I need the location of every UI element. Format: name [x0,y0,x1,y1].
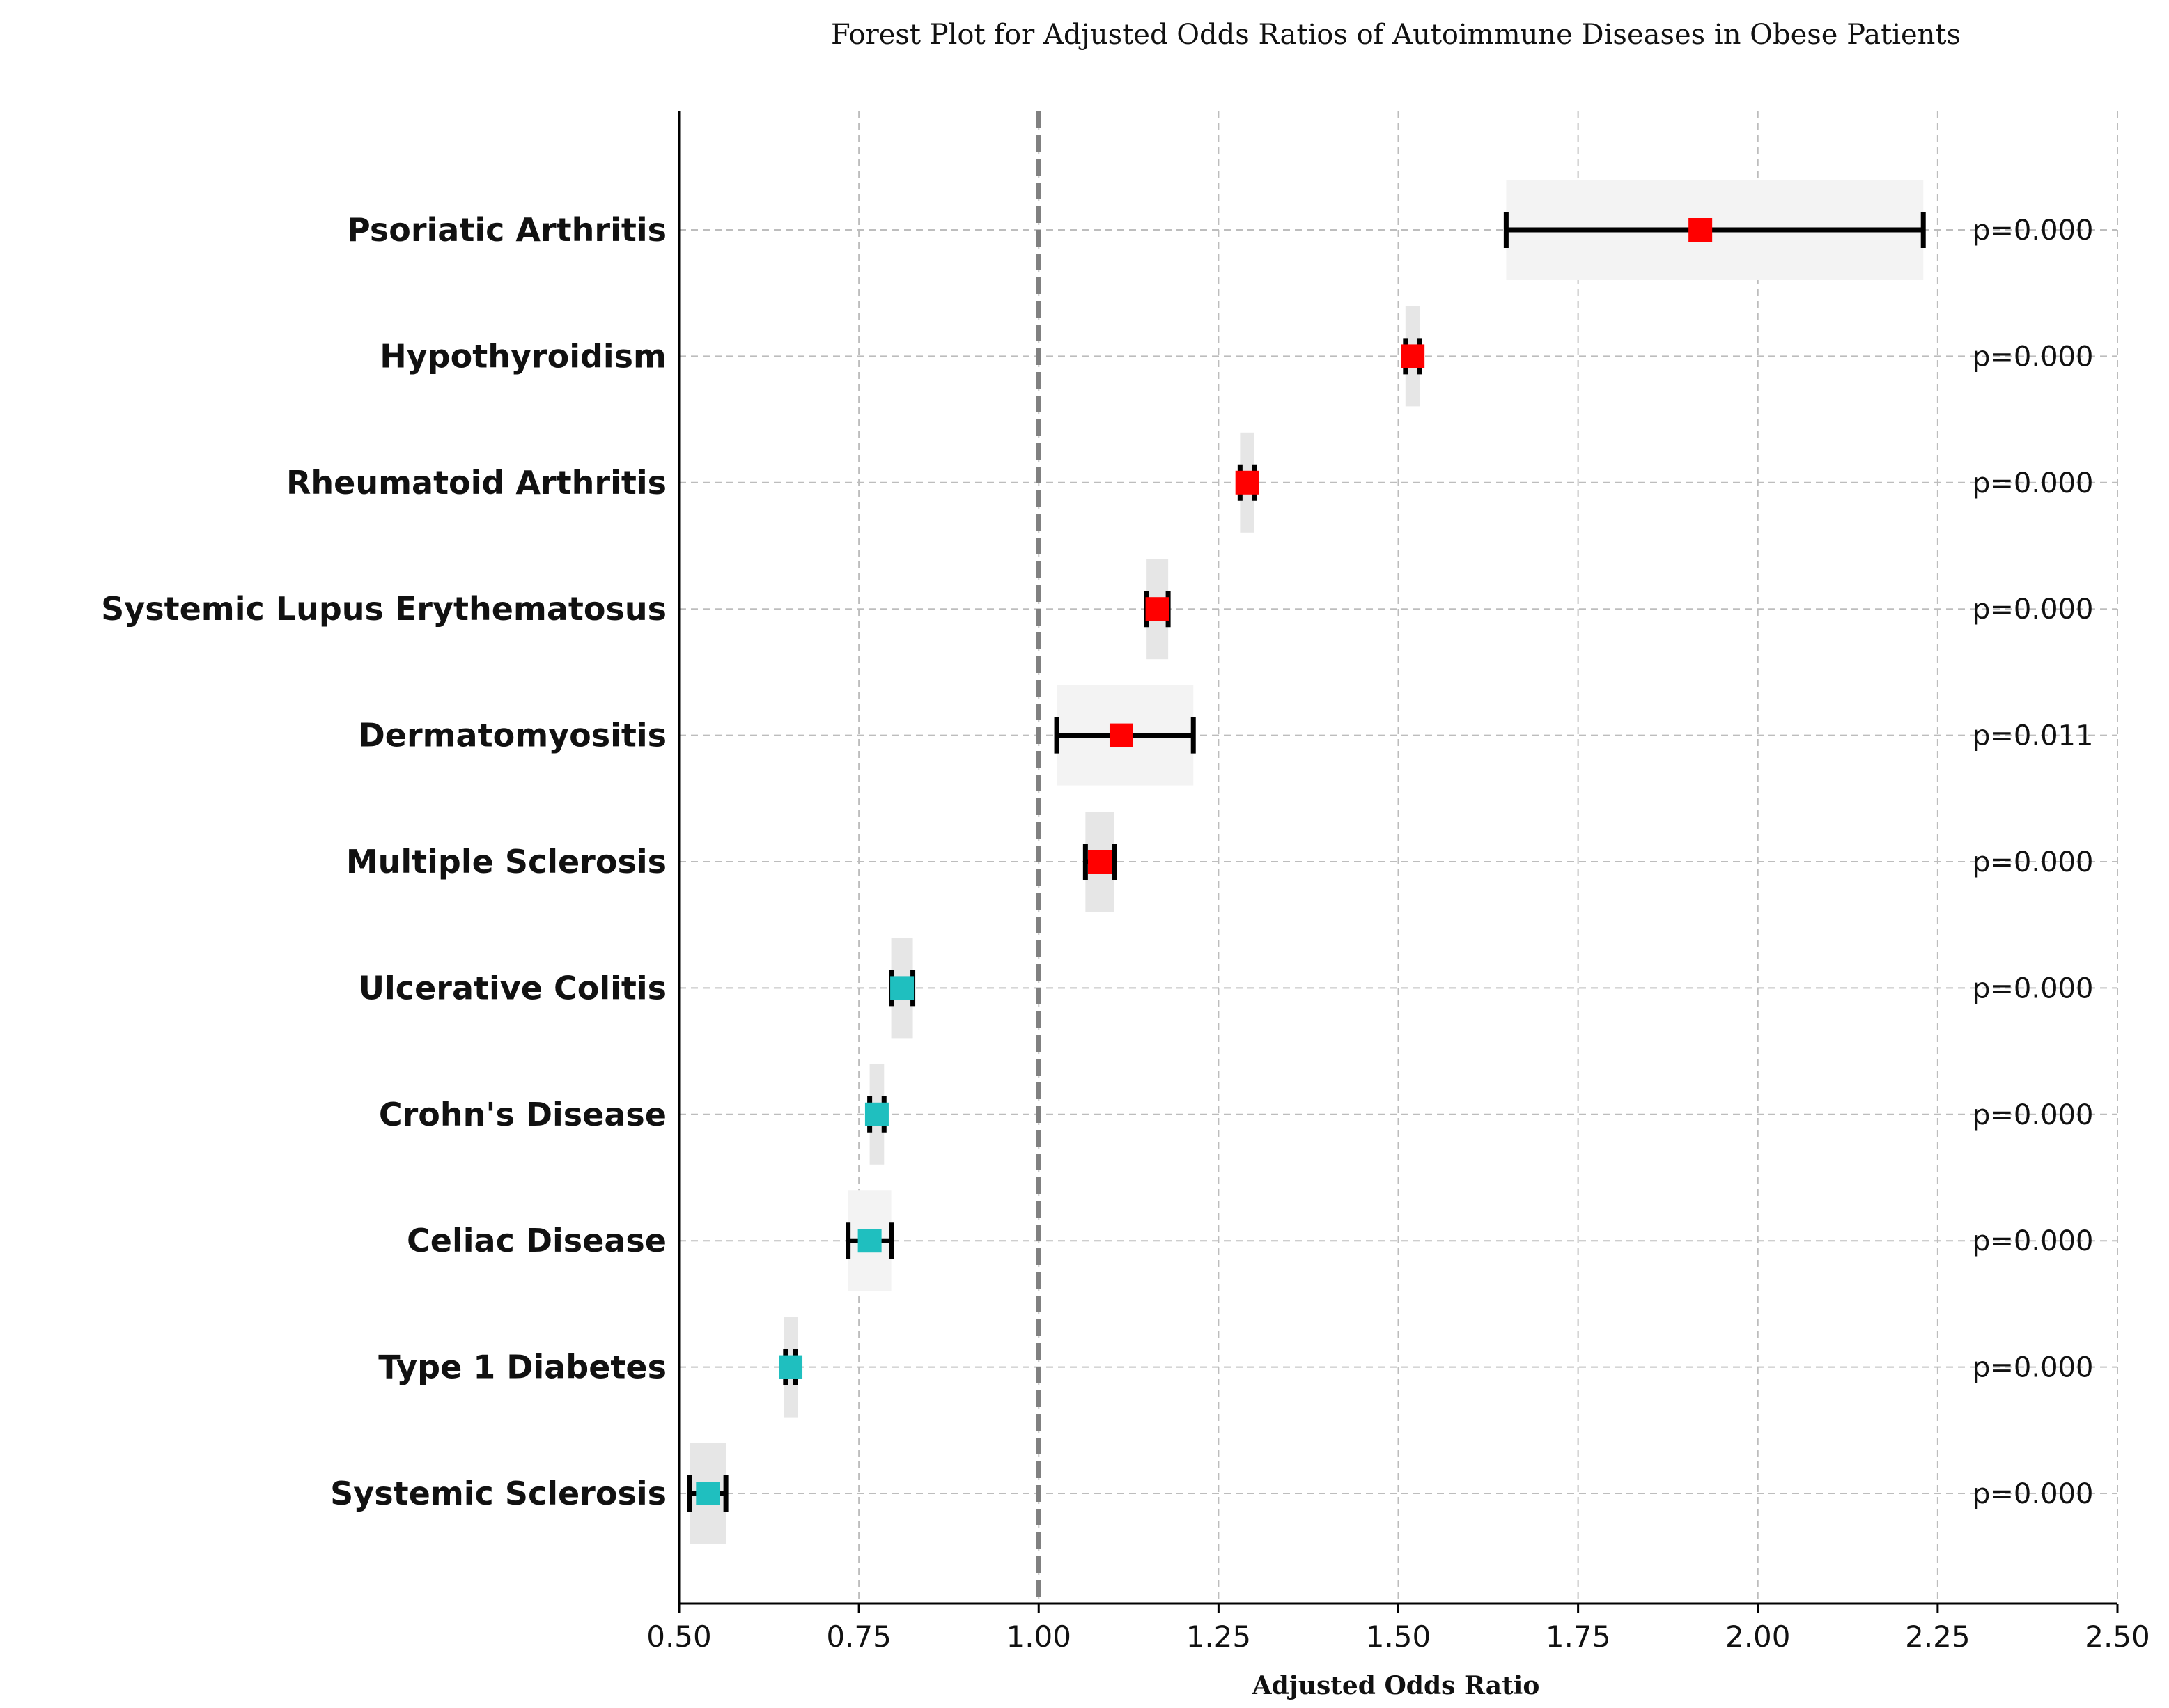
row-label: Celiac Disease [407,1222,667,1259]
or-marker [1109,723,1133,747]
p-value-label: p=0.000 [1973,1225,2093,1257]
x-tick-label: 1.50 [1366,1620,1431,1654]
or-marker [864,1102,889,1126]
p-value-label: p=0.000 [1973,593,2093,626]
row-label: Hypothyroidism [380,337,667,375]
p-value-label: p=0.000 [1973,467,2093,499]
row-labels: Psoriatic Arthritis Hypothyroidism Rheumat… [101,211,667,1512]
row-label: Type 1 Diabetes [378,1349,667,1386]
x-tick-label: 1.25 [1186,1620,1252,1654]
or-marker [779,1355,803,1379]
x-axis-label: Adjusted Odds Ratio [1252,1671,1540,1700]
row-label: Multiple Sclerosis [346,843,667,880]
or-marker [1088,850,1112,874]
p-value-label: p=0.000 [1973,341,2093,373]
row-label: Psoriatic Arthritis [347,211,667,249]
row-label: Systemic Lupus Erythematosus [101,590,667,628]
x-tick-label: 0.75 [826,1620,892,1654]
row-label: Dermatomyositis [359,717,667,754]
p-value-label: p=0.000 [1973,1478,2093,1510]
chart-title: Forest Plot for Adjusted Odds Ratios of … [831,19,1961,51]
or-marker [857,1229,882,1253]
x-ticks: 0.50 0.75 1.00 1.25 1.50 1.75 2.00 2.25 2.50 [646,1604,2150,1654]
row-label: Ulcerative Colitis [359,969,667,1007]
x-tick-label: 1.75 [1546,1620,1611,1654]
p-value-label: p=0.000 [1973,1352,2093,1384]
row-label: Rheumatoid Arthritis [286,464,667,502]
or-marker [1235,470,1259,495]
row-label: Systemic Sclerosis [330,1475,667,1512]
x-tick-label: 1.00 [1006,1620,1071,1654]
row-label: Crohn's Disease [379,1096,667,1133]
or-marker [890,976,915,1000]
or-marker [1401,344,1425,368]
p-value-label: p=0.000 [1973,972,2093,1004]
or-marker [1688,218,1713,242]
p-value-label: p=0.000 [1973,846,2093,878]
x-tick-label: 2.25 [1905,1620,1970,1654]
p-value-label: p=0.000 [1973,215,2093,247]
data-marks [687,212,1926,1512]
p-value-label: p=0.000 [1973,1099,2093,1131]
x-tick-label: 0.50 [646,1620,712,1654]
or-marker [1145,597,1169,621]
p-values: p=0.000 p=0.000 p=0.000 p=0.000 p=0.011 p=0.0… [1973,215,2093,1510]
grid-lines [678,111,2118,1604]
p-value-label: p=0.011 [1973,720,2093,752]
x-tick-label: 2.00 [1725,1620,1791,1654]
or-marker [696,1482,720,1505]
x-tick-label: 2.50 [2085,1620,2150,1654]
